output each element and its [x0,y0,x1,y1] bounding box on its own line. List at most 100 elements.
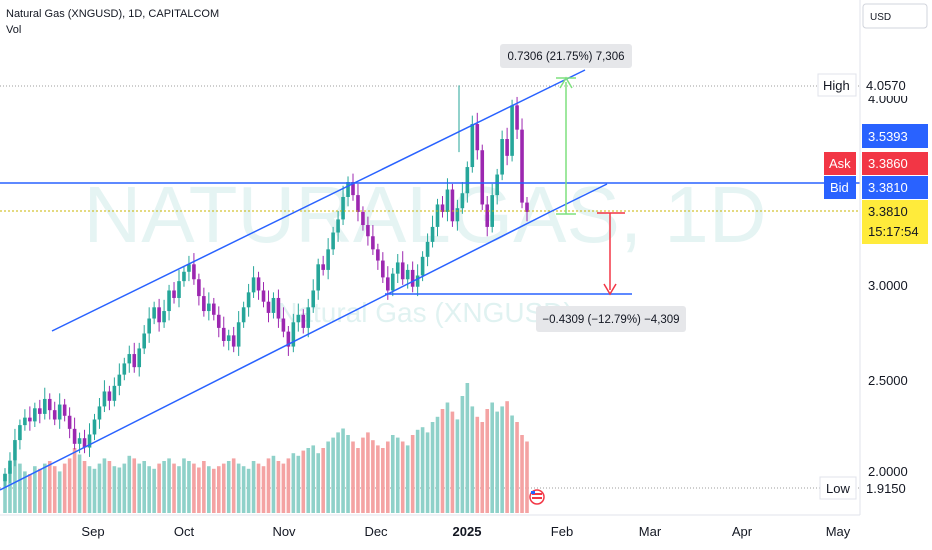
volume-bar [390,435,395,513]
candle [450,189,455,222]
candle [152,307,156,319]
volume-bar [276,461,281,513]
volume-bar [142,461,146,513]
channel-lower-extension[interactable] [549,183,608,213]
volume-bar [18,463,22,513]
volume-bar [465,383,470,513]
candle [72,428,77,444]
channel-lower[interactable] [0,211,551,491]
candle [356,195,360,212]
volume-bar [127,455,132,513]
candle [455,208,460,222]
flag-canton [531,491,535,494]
candle [510,105,514,156]
candle [351,182,355,196]
volume-bar [236,463,241,513]
time-label-nov: Nov [272,524,296,539]
candle [495,174,499,196]
volume-bar [102,458,107,513]
volume-bar [316,453,320,513]
candle [132,354,137,368]
volume-bar [351,441,355,513]
candle [405,269,410,280]
time-label-2025: 2025 [453,524,482,539]
time-label-sep: Sep [81,524,104,539]
volume-bar [256,463,261,513]
volume-bar [97,463,102,513]
candle [207,303,211,312]
candle [261,290,266,302]
time-label-oct: Oct [174,524,195,539]
volume-bar [182,458,186,513]
candle [286,331,291,347]
last-price-value: 3.3810 [868,204,908,219]
candle [87,434,92,448]
flag-stripe-1 [532,493,542,495]
volume-bar [177,466,181,513]
candle [256,277,261,291]
volume-bar [246,468,251,513]
candle [306,307,311,328]
candle [425,241,430,257]
volume-bar [47,461,52,513]
flag-stripe-2 [532,497,542,499]
candle [460,193,465,209]
candle [271,297,276,313]
candle [371,236,375,250]
candle [216,314,221,328]
channel-upper[interactable] [51,69,586,332]
volume-bar [430,422,435,513]
candle [202,296,206,312]
bid-value-tag [862,176,928,199]
bid-value: 3.3810 [868,180,908,195]
volume-bar [162,461,166,513]
volume-bar [28,474,32,513]
volume-bar [490,402,494,513]
volume-bar [386,441,390,513]
volume-bar [480,422,485,513]
volume-bar [515,422,519,513]
volume-bar [271,455,276,513]
candle [420,256,425,276]
high-value: 4.0570 [866,78,906,93]
candle [296,314,301,323]
price-line-tag [862,124,928,148]
candles-layer [3,85,529,487]
candle [236,322,241,347]
candle [28,417,32,422]
candle [231,335,236,347]
candle [515,105,519,130]
candle [192,264,196,280]
candle [13,440,17,461]
volume-bar [107,461,112,513]
volume-bar [72,448,77,513]
candle [291,322,296,347]
volume-bar [202,461,206,513]
candle [336,219,340,233]
currency-button[interactable] [862,3,928,29]
volume-bar [212,468,216,513]
time-label-feb: Feb [551,524,573,539]
price-line-value: 3.5393 [868,129,908,144]
time-axis[interactable]: Sep Oct Nov Dec 2025 Feb Mar Apr May [81,524,850,539]
volume-bar [445,402,450,513]
candle [415,275,420,287]
candle [92,419,97,435]
volume-indicator-label[interactable]: Vol [6,24,21,36]
volume-bar [67,458,72,513]
volume-bar [495,411,499,513]
candle [142,333,146,349]
candle [470,124,475,168]
candle [321,264,325,270]
chart-title: Natural Gas (XNGUSD), 1D, CAPITALCOM [6,8,219,20]
candle [97,406,102,420]
volume-bar [231,458,236,513]
volume-bar [226,461,231,513]
volume-bar [425,432,430,513]
volume-bar [266,458,271,513]
volume-bar [321,448,325,513]
volume-bar [117,467,122,513]
candle [212,303,216,315]
